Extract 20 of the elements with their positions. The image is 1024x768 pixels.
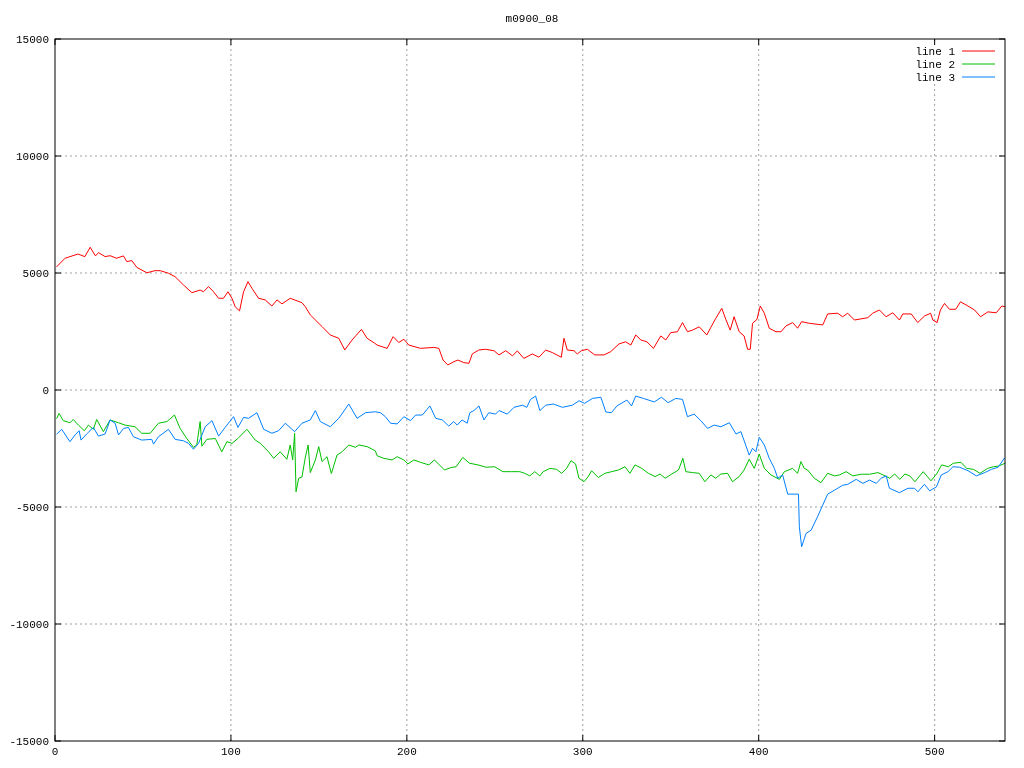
line-series xyxy=(56,395,1005,548)
legend-label: line 1 xyxy=(915,46,956,58)
line-series xyxy=(56,412,1006,493)
chart-title: m0900_08 xyxy=(505,13,559,25)
x-tick-label: 400 xyxy=(748,746,769,758)
y-tick-label: 0 xyxy=(42,385,49,397)
line-series xyxy=(56,246,1006,366)
x-tick-label: 200 xyxy=(396,746,417,758)
y-tick-label: -5000 xyxy=(15,502,49,514)
x-tick-label: 100 xyxy=(221,746,241,758)
x-tick-label: 300 xyxy=(572,746,593,758)
y-tick-label: -15000 xyxy=(9,736,49,748)
y-tick-label: 5000 xyxy=(22,268,49,280)
y-tick-label: 10000 xyxy=(15,151,49,163)
y-tick-label: 15000 xyxy=(15,34,49,46)
x-tick-label: 0 xyxy=(51,746,59,758)
legend-label: line 2 xyxy=(915,59,955,71)
y-tick-label: -10000 xyxy=(9,619,49,631)
legend-label: line 3 xyxy=(915,72,955,84)
x-tick-label: 500 xyxy=(924,746,945,758)
